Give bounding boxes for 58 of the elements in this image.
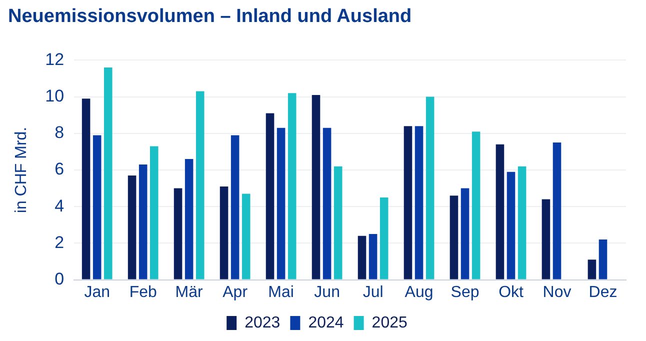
bar bbox=[230, 135, 240, 280]
bar bbox=[542, 199, 550, 280]
bar bbox=[174, 188, 182, 280]
bar bbox=[380, 197, 388, 280]
bar bbox=[506, 172, 516, 280]
bar bbox=[460, 188, 470, 280]
bar bbox=[276, 128, 286, 280]
x-tick-label: Mär bbox=[175, 284, 204, 301]
x-tick-label: Dez bbox=[588, 284, 618, 301]
y-tick-label: 12 bbox=[45, 50, 64, 69]
x-tick-label: Jul bbox=[362, 284, 384, 301]
x-tick-label: Apr bbox=[222, 284, 248, 301]
bar bbox=[138, 164, 148, 280]
bar bbox=[414, 126, 424, 280]
bar bbox=[404, 126, 412, 280]
y-tick-label: 0 bbox=[54, 269, 64, 288]
x-tick-label: Okt bbox=[498, 284, 524, 301]
bar bbox=[368, 234, 378, 280]
y-tick-label: 4 bbox=[54, 196, 64, 216]
bar bbox=[472, 132, 480, 280]
y-tick-label: 10 bbox=[45, 86, 64, 106]
bar bbox=[242, 194, 250, 280]
bar bbox=[220, 186, 228, 280]
legend-label: 2023 bbox=[244, 314, 280, 332]
bar bbox=[82, 98, 90, 280]
bar bbox=[598, 240, 608, 280]
x-tick-label: Jan bbox=[84, 284, 110, 301]
bar bbox=[312, 94, 320, 280]
legend-label: 2025 bbox=[372, 314, 408, 332]
bar bbox=[128, 175, 136, 280]
x-tick-label: Feb bbox=[129, 284, 157, 301]
y-axis-title: in CHF Mrd. bbox=[13, 126, 30, 214]
bar bbox=[266, 113, 274, 280]
chart-title: Neuemissionsvolumen – Inland und Ausland bbox=[8, 6, 412, 28]
bar bbox=[426, 96, 434, 280]
bar bbox=[518, 166, 526, 280]
x-tick-label: Nov bbox=[542, 284, 572, 301]
legend-label: 2024 bbox=[308, 314, 344, 332]
x-tick-label: Jun bbox=[314, 284, 340, 301]
bar bbox=[588, 260, 596, 280]
x-tick-label: Mai bbox=[268, 284, 294, 301]
y-tick-label: 8 bbox=[54, 123, 64, 142]
x-tick-label: Sep bbox=[450, 284, 480, 301]
x-tick-label: Aug bbox=[404, 284, 434, 301]
bar bbox=[450, 196, 458, 280]
bar bbox=[104, 68, 112, 280]
y-tick-label: 2 bbox=[54, 232, 64, 252]
bar bbox=[322, 128, 332, 280]
bar bbox=[496, 144, 504, 280]
bar bbox=[92, 135, 102, 280]
bar bbox=[552, 142, 562, 280]
bar bbox=[150, 146, 158, 280]
y-tick-label: 6 bbox=[54, 160, 64, 179]
bar bbox=[184, 159, 194, 280]
bar bbox=[334, 166, 342, 280]
bar bbox=[358, 236, 366, 280]
bar bbox=[288, 93, 296, 280]
bar bbox=[196, 91, 204, 280]
